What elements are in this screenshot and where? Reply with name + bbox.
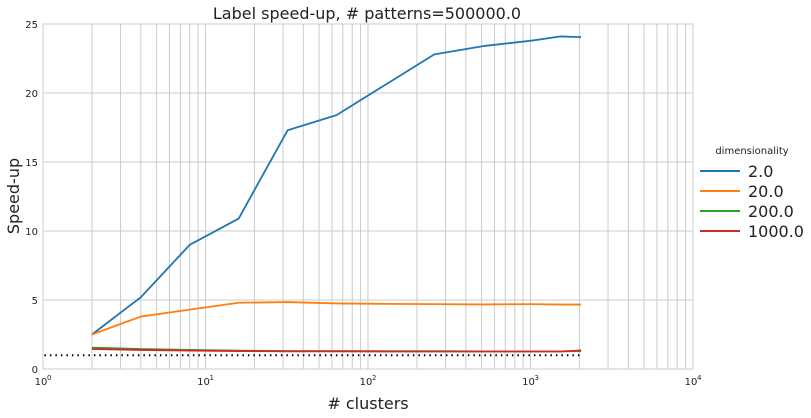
series-line-20.0 [91,301,582,336]
x-tick-base: 10 [35,377,48,388]
legend-item: 200.0 [700,202,794,221]
x-tick-label: 10 1 [197,374,214,388]
y-tick-label: 20 [25,89,38,100]
y-tick-label: 10 [25,227,38,238]
x-tick-base: 10 [360,377,373,388]
y-tick-labels: 0 5 10 15 20 25 [25,20,38,376]
y-tick-label: 25 [25,20,38,31]
y-tick-label: 0 [32,365,38,376]
series-line-2.0 [91,35,582,336]
legend-label: 200.0 [748,202,794,221]
legend-title: dimensionality [715,146,788,157]
x-tick-label: 10 2 [360,374,377,388]
x-tick-labels: 10 0 10 1 10 2 10 3 10 4 [35,374,702,388]
x-tick-base: 10 [197,377,210,388]
legend-label: 20.0 [748,182,784,201]
x-axis-label: # clusters [327,394,408,413]
legend-item: 2.0 [700,162,773,181]
y-tick-label: 15 [25,158,38,169]
x-tick-exponent: 0 [47,374,51,382]
x-tick-exponent: 3 [535,374,539,382]
x-tick-exponent: 2 [372,374,376,382]
chart-title: Label speed-up, # patterns=500000.0 [213,4,521,23]
series-line-1000.0 [91,348,582,353]
x-tick-exponent: 1 [210,374,214,382]
grid-lines [43,24,693,369]
legend-label: 2.0 [748,162,773,181]
legend-label: 1000.0 [748,222,804,241]
x-tick-base: 10 [522,377,535,388]
x-tick-base: 10 [685,377,698,388]
x-tick-label: 10 0 [35,374,52,388]
x-tick-label: 10 3 [522,374,539,388]
plot-frame [42,23,694,370]
y-axis-label: Speed-up [4,158,23,234]
y-tick-label: 5 [32,296,38,307]
legend-item: 20.0 [700,182,784,201]
legend-item: 1000.0 [700,222,804,241]
x-tick-label: 10 4 [685,374,702,388]
x-tick-exponent: 4 [697,374,702,382]
series-layer [91,35,582,353]
